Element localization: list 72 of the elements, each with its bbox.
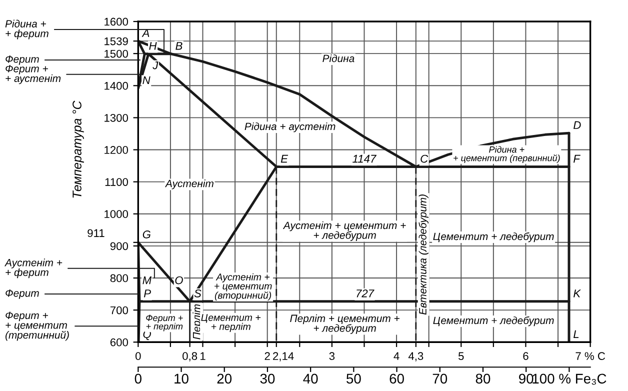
x2-tick-label: 30 — [260, 374, 275, 384]
y-tick-label: 1000 — [104, 210, 128, 218]
annotation: Рідина — [322, 54, 354, 62]
annotation: Рідина + + ферит — [5, 20, 48, 40]
annotation: 727 — [356, 289, 374, 298]
annotation: H — [149, 42, 157, 50]
text: 911 — [88, 229, 104, 238]
x-tick-label: 4,3 — [408, 352, 424, 362]
y-tick-label: 1500 — [104, 50, 128, 58]
annotation: Ферит + + цементит (третинний) — [6, 312, 69, 341]
annotation: Ферит — [6, 55, 39, 65]
annotation: D — [574, 121, 581, 129]
x-tick-label: 1 — [200, 352, 206, 360]
annotation: O — [175, 276, 183, 284]
annotation: Цементит + ледебурит — [433, 316, 554, 326]
annotation: Цементит + + перліт — [201, 314, 261, 332]
x2-tick-label: 40 — [303, 374, 318, 384]
annotation: Аустеніт — [164, 180, 214, 190]
annotation: L — [574, 330, 579, 338]
annotation: Аустеніт + цементит + + ледебурит — [282, 221, 406, 241]
x2-tick-label: 20 — [217, 374, 232, 384]
y-tick-label: 700 — [110, 306, 128, 314]
x2-tick-label: 80 — [476, 374, 490, 384]
annotation: Ферит — [6, 290, 39, 299]
x-tick-label: 7 % C — [576, 352, 606, 360]
annotation: Рідина + аустеніт — [244, 122, 336, 132]
x2-tick-label: 70 — [432, 374, 448, 384]
text: Евтектика (ледебурит) — [418, 194, 428, 315]
annotation: E — [280, 154, 288, 163]
annotation: 1147 — [352, 154, 376, 163]
y-tick-label: 900 — [110, 242, 128, 250]
annotation: Аустеніт + + цементит (вторинний) — [214, 273, 272, 301]
y-tick-label: 1600 — [104, 18, 128, 26]
x-tick-label: 2 — [264, 352, 270, 360]
x2-tick-label: 90 — [519, 374, 534, 384]
y-tick-label: 1100 — [105, 178, 128, 186]
x2-tick-label: 50 — [346, 374, 361, 384]
annotation: Цементит + ледебурит — [433, 232, 554, 242]
annotation: F — [574, 154, 580, 163]
annotation: N — [142, 76, 150, 84]
x-tick-label: 0 — [136, 352, 141, 360]
x-tick-label: 4 — [394, 352, 400, 360]
y-tick-label: 1400 — [104, 82, 128, 90]
annotation: C — [420, 154, 428, 163]
x-tick-label: 3 — [329, 352, 335, 360]
y-axis-title: Температура °С — [72, 100, 84, 198]
x2-tick-label: 60 — [390, 374, 404, 384]
annotation: J — [152, 62, 158, 70]
text: Перліт — [192, 304, 202, 340]
annotation: K — [574, 290, 581, 298]
annotation: B — [176, 42, 182, 50]
x-tick-label: 2,14 — [273, 352, 294, 362]
annotation: P — [144, 290, 151, 298]
y-tick-label: 1539 — [104, 37, 128, 46]
x-tick-label: 0,8 — [182, 352, 198, 362]
text: Аустеніт + + ферит — [4, 258, 62, 278]
x2-tick-label: 100 % Fe₃C — [532, 374, 606, 385]
x-tick-label: 5 — [458, 352, 464, 360]
x2-tick-label: 0 — [134, 374, 142, 384]
y-tick-label: 1200 — [104, 146, 128, 154]
x2-tick-label: 10 — [174, 374, 188, 384]
annotation: G — [142, 230, 150, 238]
annotation: S — [194, 289, 202, 298]
y-tick-label: 1300 — [104, 114, 128, 122]
annotation: M — [142, 276, 152, 284]
annotation: Рідина + + цементит (первинний) — [454, 146, 560, 164]
x-tick-label: 6 — [523, 352, 528, 360]
y-tick-label: 600 — [110, 338, 128, 346]
annotation: Ферит + + перліт — [146, 314, 183, 332]
y-tick-label: 800 — [110, 274, 128, 282]
annotation: Ферит + + аустеніт — [6, 65, 61, 84]
annotation: Перліт + цементит + + ледебурит — [290, 314, 400, 334]
